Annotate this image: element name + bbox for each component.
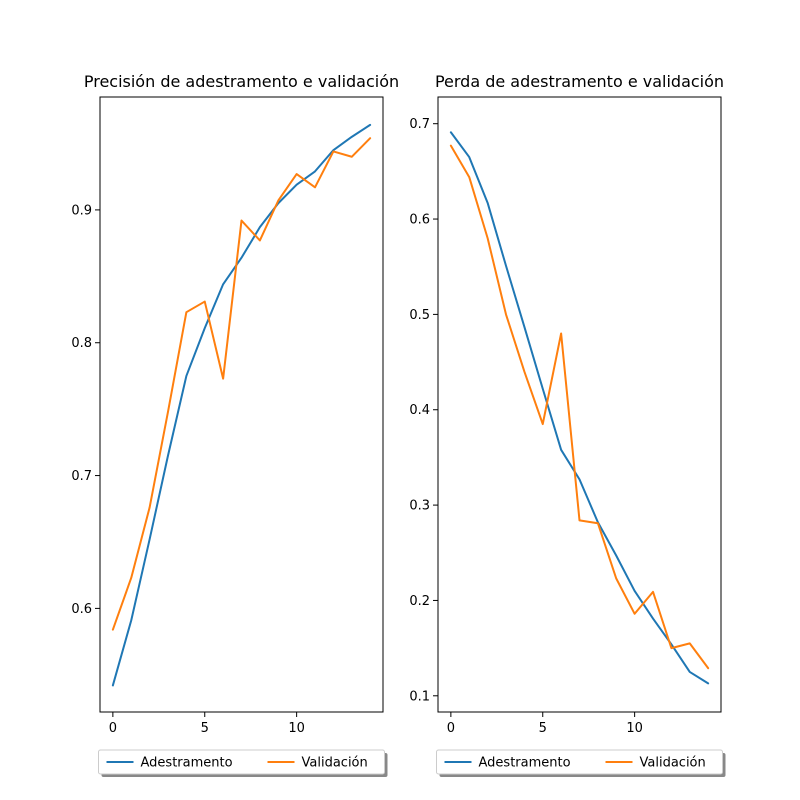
chart-panel-2: 0 5 10 0.1 0.2 0.3 0.4 0.5 0.6 0.7 Perda de adestr…: [409, 72, 726, 777]
chart-title: Precisión de adestramento e validación: [84, 72, 399, 91]
x-tick-label: 0: [109, 721, 117, 736]
y-tick-label: 0.5: [409, 308, 430, 323]
series-line-validaci-n: [449, 144, 710, 670]
series-line-validaci-n: [111, 137, 372, 631]
y-tick-label: 0.8: [71, 336, 92, 351]
y-tick-label: 0.7: [71, 469, 92, 484]
x-tick-label: 5: [539, 721, 547, 736]
y-tick-label: 0.9: [71, 203, 92, 218]
y-tick-label: 0.2: [409, 594, 430, 609]
y-tick-label: 0.6: [71, 602, 92, 617]
y-tick-label: 0.7: [409, 117, 430, 132]
y-tick-label: 0.3: [409, 499, 430, 514]
series-line-adestramento: [111, 123, 372, 687]
series-line-adestramento: [449, 131, 710, 685]
x-tick-label: 5: [201, 721, 209, 736]
x-tick-label: 10: [626, 721, 643, 736]
x-tick-label: 0: [447, 721, 455, 736]
legend-box: [436, 749, 723, 775]
chart-panel-1: 0 5 10 0.6 0.7 0.8 0.9 Precisión de adestrament…: [71, 72, 399, 777]
legend-label: Validación: [302, 756, 368, 771]
legend-label: Adestramento: [141, 756, 233, 771]
y-tick-label: 0.1: [409, 689, 430, 704]
axes-frame: [437, 96, 722, 713]
axes-frame: [99, 96, 384, 713]
legend-label: Adestramento: [479, 756, 571, 771]
legend-label: Validación: [640, 756, 706, 771]
legend: Adestramento Validación: [436, 749, 726, 777]
y-tick-label: 0.6: [409, 213, 430, 228]
legend: Adestramento Validación: [98, 749, 388, 777]
y-tick-label: 0.4: [409, 403, 430, 418]
chart-title: Perda de adestramento e validación: [435, 72, 724, 91]
legend-box: [98, 749, 385, 775]
x-tick-label: 10: [288, 721, 305, 736]
